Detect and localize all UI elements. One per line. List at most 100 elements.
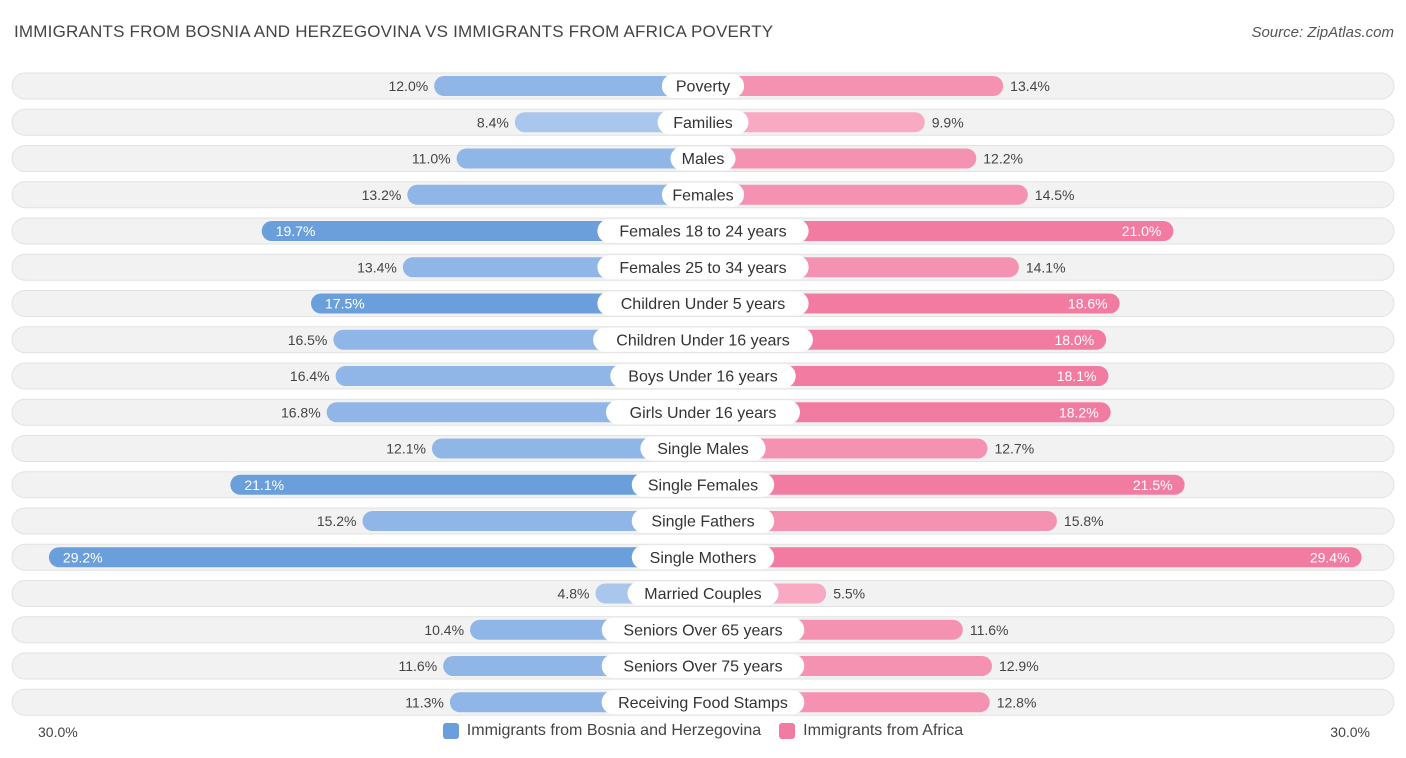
category-label: Girls Under 16 years	[630, 405, 777, 422]
category-pill	[601, 617, 805, 642]
chart: 12.0% 13.4% Poverty 8.4% 9.9% Families 11.0% 12…	[11, 72, 1395, 716]
category-pill	[601, 654, 805, 678]
bar-left	[407, 184, 703, 205]
category-label: Children Under 16 years	[616, 332, 789, 349]
category-label: Married Couples	[644, 586, 761, 603]
bar-right	[703, 184, 1028, 205]
legend: Immigrants from Bosnia and Herzegovina I…	[0, 722, 1406, 740]
category-pill	[640, 436, 766, 461]
value-label-right: 12.8%	[997, 694, 1037, 710]
category-label: Females 25 to 34 years	[619, 260, 786, 277]
axis-right-label: 30.0%	[1330, 724, 1370, 740]
bar-right	[703, 148, 977, 169]
category-label: Single Fathers	[651, 514, 754, 531]
value-label-left: 10.4%	[424, 622, 464, 638]
value-label-right: 13.4%	[1010, 78, 1050, 94]
bar-right	[703, 547, 1362, 568]
category-label: Children Under 5 years	[621, 296, 786, 313]
value-label-left: 19.7%	[276, 223, 316, 239]
category-pill	[610, 364, 796, 388]
bar-left	[456, 148, 703, 169]
legend-item-left[interactable]: Immigrants from Bosnia and Herzegovina	[442, 722, 762, 740]
value-label-left: 13.2%	[362, 187, 402, 203]
value-label-left: 15.2%	[317, 513, 357, 529]
value-label-right: 21.0%	[1122, 223, 1162, 239]
category-pill	[597, 255, 809, 280]
source-label: Source: ZipAtlas.com	[1251, 24, 1394, 41]
value-label-right: 12.7%	[994, 441, 1034, 457]
legend-swatch-left	[442, 723, 459, 739]
bar-left	[261, 221, 703, 241]
category-label: Seniors Over 65 years	[623, 622, 782, 639]
category-pill	[597, 219, 809, 243]
value-label-right: 12.9%	[999, 658, 1039, 674]
bar-left	[431, 438, 703, 459]
value-label-left: 11.0%	[412, 151, 451, 167]
value-label-right: 21.5%	[1133, 477, 1173, 493]
legend-swatch-right	[779, 723, 796, 739]
category-label: Families	[673, 115, 733, 132]
value-label-left: 16.8%	[281, 404, 321, 420]
value-label-right: 18.2%	[1059, 404, 1099, 420]
value-label-left: 12.0%	[388, 78, 428, 94]
category-pill	[593, 327, 813, 352]
value-label-right: 11.6%	[970, 622, 1009, 638]
category-label: Boys Under 16 years	[628, 369, 777, 386]
category-label: Single Mothers	[650, 550, 757, 567]
category-pill	[661, 74, 745, 98]
category-pill	[661, 182, 745, 207]
value-label-left: 11.3%	[405, 694, 444, 710]
value-label-left: 11.6%	[398, 658, 437, 674]
bar-left	[48, 547, 704, 568]
category-label: Receiving Food Stamps	[618, 695, 788, 712]
category-label: Females 18 to 24 years	[619, 224, 786, 241]
category-label: Single Females	[648, 477, 758, 494]
category-pill	[606, 400, 800, 425]
value-label-right: 14.1%	[1026, 259, 1066, 275]
value-label-left: 12.1%	[386, 441, 426, 457]
category-pill	[631, 509, 775, 533]
value-label-right: 14.5%	[1035, 187, 1075, 203]
value-label-right: 9.9%	[932, 114, 964, 130]
bar-left	[434, 76, 703, 96]
value-label-right: 5.5%	[833, 586, 865, 602]
category-label: Seniors Over 75 years	[623, 659, 782, 676]
bar-right	[703, 511, 1057, 531]
category-pill	[597, 291, 809, 316]
value-label-left: 16.5%	[288, 332, 328, 348]
category-pill	[601, 690, 805, 715]
value-label-right: 12.2%	[983, 151, 1023, 167]
value-label-left: 13.4%	[357, 259, 397, 275]
bar-right	[703, 221, 1174, 241]
bar-left	[230, 474, 704, 495]
bar-right	[703, 366, 1109, 386]
legend-label-left: Immigrants from Bosnia and Herzegovina	[466, 722, 762, 739]
bar-left	[335, 366, 703, 386]
bar-right	[703, 76, 1004, 96]
legend-label-right: Immigrants from Africa	[803, 722, 964, 739]
axis-left-label: 30.0%	[38, 724, 78, 740]
bar-right	[703, 438, 988, 459]
category-pill	[670, 146, 736, 171]
value-label-left: 8.4%	[477, 114, 509, 130]
value-label-left: 17.5%	[325, 296, 365, 312]
bar-left	[514, 112, 703, 133]
value-label-right: 18.0%	[1054, 332, 1094, 348]
category-pill	[631, 545, 775, 570]
bar-left	[362, 511, 703, 531]
bar-right	[703, 474, 1185, 495]
value-label-left: 16.4%	[290, 368, 330, 384]
value-label-left: 4.8%	[558, 586, 590, 602]
bar-right	[703, 112, 925, 133]
value-label-right: 18.1%	[1057, 368, 1097, 384]
value-label-left: 29.2%	[63, 549, 103, 565]
category-label: Single Males	[657, 441, 749, 458]
chart-title: IMMIGRANTS FROM BOSNIA AND HERZEGOVINA V…	[14, 22, 774, 41]
value-label-left: 21.1%	[244, 477, 284, 493]
category-pill	[627, 581, 779, 606]
value-label-right: 15.8%	[1064, 513, 1104, 529]
category-label: Females	[672, 187, 733, 204]
legend-item-right[interactable]: Immigrants from Africa	[779, 722, 963, 740]
value-label-right: 18.6%	[1068, 296, 1108, 312]
category-label: Poverty	[676, 79, 730, 96]
